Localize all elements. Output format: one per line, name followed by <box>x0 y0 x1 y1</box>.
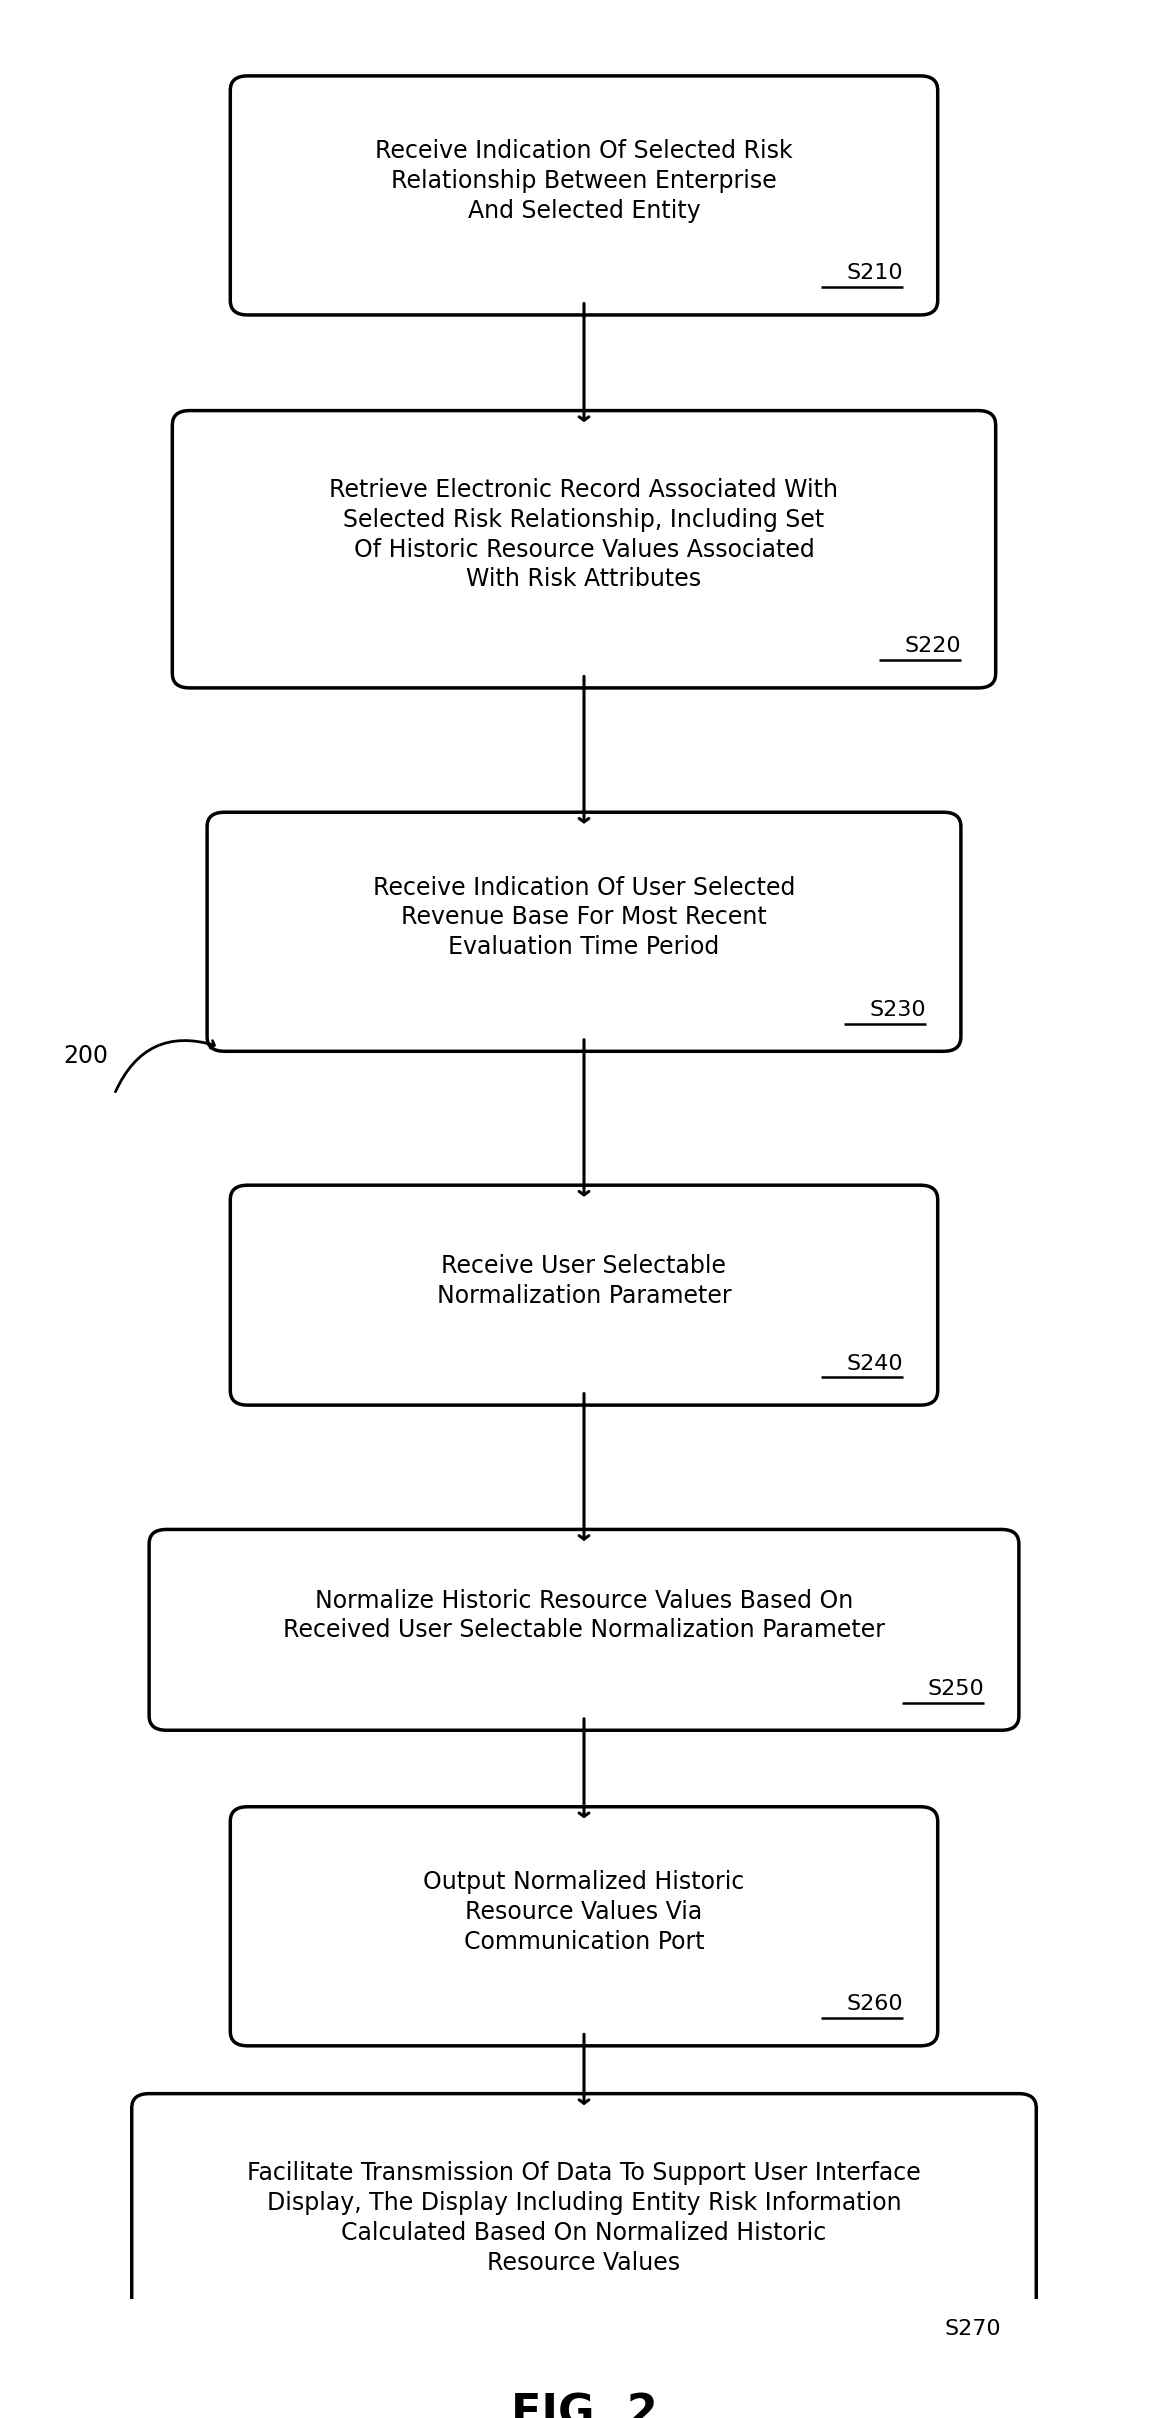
Text: Retrieve Electronic Record Associated With
Selected Risk Relationship, Including: Retrieve Electronic Record Associated Wi… <box>329 479 839 592</box>
Text: Receive Indication Of User Selected
Revenue Base For Most Recent
Evaluation Time: Receive Indication Of User Selected Reve… <box>373 875 795 960</box>
FancyBboxPatch shape <box>230 1185 938 1405</box>
Text: S230: S230 <box>869 999 926 1020</box>
Text: Facilitate Transmission Of Data To Support User Interface
Display, The Display I: Facilitate Transmission Of Data To Suppo… <box>248 2162 920 2275</box>
Text: S240: S240 <box>847 1354 903 1373</box>
FancyBboxPatch shape <box>150 1531 1018 1731</box>
Text: S250: S250 <box>927 1678 985 1700</box>
Text: Receive Indication Of Selected Risk
Relationship Between Enterprise
And Selected: Receive Indication Of Selected Risk Rela… <box>375 140 793 222</box>
FancyBboxPatch shape <box>173 411 995 687</box>
Text: Normalize Historic Resource Values Based On
Received User Selectable Normalizati: Normalize Historic Resource Values Based… <box>283 1589 885 1642</box>
Text: FIG. 2: FIG. 2 <box>510 2391 658 2418</box>
Text: S270: S270 <box>945 2319 1001 2338</box>
Text: Output Normalized Historic
Resource Values Via
Communication Port: Output Normalized Historic Resource Valu… <box>423 1869 745 1954</box>
Text: S210: S210 <box>847 264 903 283</box>
Text: S220: S220 <box>904 636 961 655</box>
FancyBboxPatch shape <box>132 2094 1036 2372</box>
Text: 200: 200 <box>63 1045 107 1069</box>
Text: S260: S260 <box>847 1995 903 2014</box>
FancyBboxPatch shape <box>230 75 938 314</box>
FancyBboxPatch shape <box>230 1806 938 2046</box>
FancyBboxPatch shape <box>207 812 961 1052</box>
Text: Receive User Selectable
Normalization Parameter: Receive User Selectable Normalization Pa… <box>437 1255 731 1308</box>
